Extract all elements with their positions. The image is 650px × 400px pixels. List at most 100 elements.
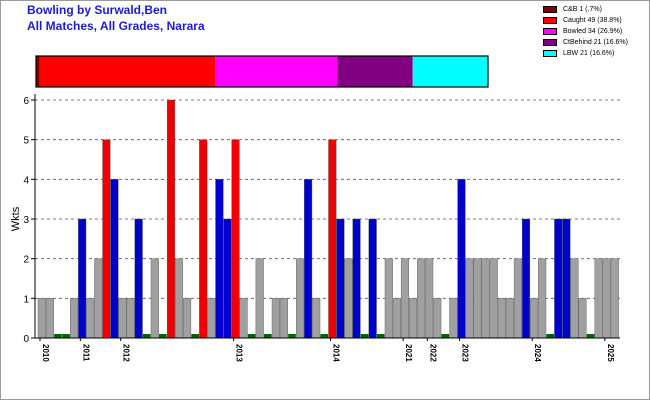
bar: [578, 298, 587, 339]
x-tick-label: 2021: [404, 344, 413, 362]
legend-label-ctbehind: CtBehind 21 (16.6%): [563, 39, 628, 46]
bar: [37, 298, 46, 339]
bar: [312, 298, 321, 339]
bar: [449, 298, 458, 339]
bar-zero: [263, 334, 272, 338]
legend-item-caught: Caught 49 (38.8%): [543, 15, 628, 26]
x-tick-label: 2013: [235, 344, 244, 362]
y-axis-title: Wkts: [10, 206, 22, 231]
y-tick-label: 4: [23, 175, 29, 186]
bar: [328, 139, 337, 339]
bar: [296, 258, 305, 339]
bar: [610, 258, 619, 339]
x-tick-label: 2010: [41, 344, 50, 362]
bar: [231, 139, 240, 339]
chart-title: Bowling by Surwald,Ben: [27, 3, 168, 17]
bar: [110, 179, 119, 339]
bar-zero: [441, 334, 450, 338]
bar: [352, 218, 361, 339]
bar: [94, 258, 103, 339]
bar: [530, 298, 539, 339]
x-tick-label: 2024: [533, 344, 542, 362]
bar: [473, 258, 482, 339]
x-tick-label: 2022: [428, 344, 437, 362]
bar: [223, 218, 232, 339]
y-tick-label: 6: [23, 96, 29, 107]
legend-swatch-cb: [543, 6, 557, 13]
bar: [400, 258, 409, 339]
legend-label-cb: C&B 1 (.7%): [563, 6, 602, 13]
bar: [336, 218, 345, 339]
stack-segment-cb: [36, 56, 40, 87]
bar: [570, 258, 579, 339]
bar: [118, 298, 127, 339]
y-tick-label: 1: [23, 294, 29, 305]
legend-label-lbw: LBW 21 (16.6%): [563, 50, 615, 57]
bar: [408, 298, 418, 339]
bar: [505, 298, 514, 339]
bar: [215, 179, 224, 339]
legend-item-bowled: Bowled 34 (26.9%): [543, 26, 628, 37]
bar: [433, 298, 442, 339]
bar: [344, 258, 353, 339]
legend-label-bowled: Bowled 34 (26.9%): [563, 28, 623, 35]
bar-zero: [247, 334, 256, 338]
y-tick-label: 2: [23, 255, 29, 266]
legend: C&B 1 (.7%) Caught 49 (38.8%) Bowled 34 …: [543, 4, 628, 59]
bar-zero: [288, 334, 296, 338]
chart-subtitle: All Matches, All Grades, Narara: [27, 19, 205, 33]
legend-item-cb: C&B 1 (.7%): [543, 4, 628, 15]
bar: [368, 218, 377, 339]
bar: [304, 179, 313, 339]
bar: [417, 258, 426, 339]
bar: [166, 99, 175, 339]
bar-zero: [62, 334, 70, 338]
bar: [45, 298, 54, 339]
bar-zero: [360, 334, 369, 338]
legend-item-lbw: LBW 21 (16.6%): [543, 48, 628, 59]
bar-zero: [142, 334, 151, 338]
bar: [279, 298, 288, 339]
bar: [174, 258, 184, 339]
x-tick-label: 2011: [81, 344, 90, 362]
stack-segment-lbw: [412, 56, 488, 87]
legend-label-caught: Caught 49 (38.8%): [563, 17, 622, 24]
stack-segment-caught: [39, 56, 216, 87]
bar: [457, 179, 466, 339]
bar: [602, 258, 611, 339]
bar: [183, 298, 192, 339]
bar-zero: [159, 334, 167, 338]
x-tick-label: 2023: [461, 344, 470, 362]
legend-swatch-caught: [543, 17, 557, 24]
bar: [538, 258, 547, 339]
bar: [255, 258, 264, 339]
bar: [594, 258, 603, 339]
bar-zero: [54, 334, 62, 338]
bar: [271, 298, 280, 339]
bar: [126, 298, 135, 339]
bar-zero: [191, 334, 199, 338]
bar: [562, 218, 571, 339]
y-tick-label: 3: [23, 215, 29, 226]
bar: [384, 258, 393, 339]
x-tick-label: 2012: [122, 344, 131, 362]
y-tick-label: 5: [23, 136, 29, 147]
x-tick-label: 2014: [332, 344, 341, 362]
bar: [392, 298, 401, 339]
stack-bar-outline: [35, 55, 489, 88]
bar: [513, 258, 522, 339]
x-tick-label: 2025: [606, 344, 615, 362]
bar: [199, 139, 208, 339]
legend-swatch-lbw: [543, 50, 557, 57]
stack-segment-ctbehind: [337, 56, 413, 87]
stack-segment-bowled: [215, 56, 338, 87]
y-tick-label: 0: [23, 334, 29, 345]
bar: [489, 258, 498, 339]
bar: [207, 298, 216, 339]
bar: [239, 298, 248, 339]
bar: [86, 298, 95, 339]
bar-zero: [546, 334, 555, 338]
bar: [521, 218, 531, 339]
bar: [102, 139, 111, 339]
